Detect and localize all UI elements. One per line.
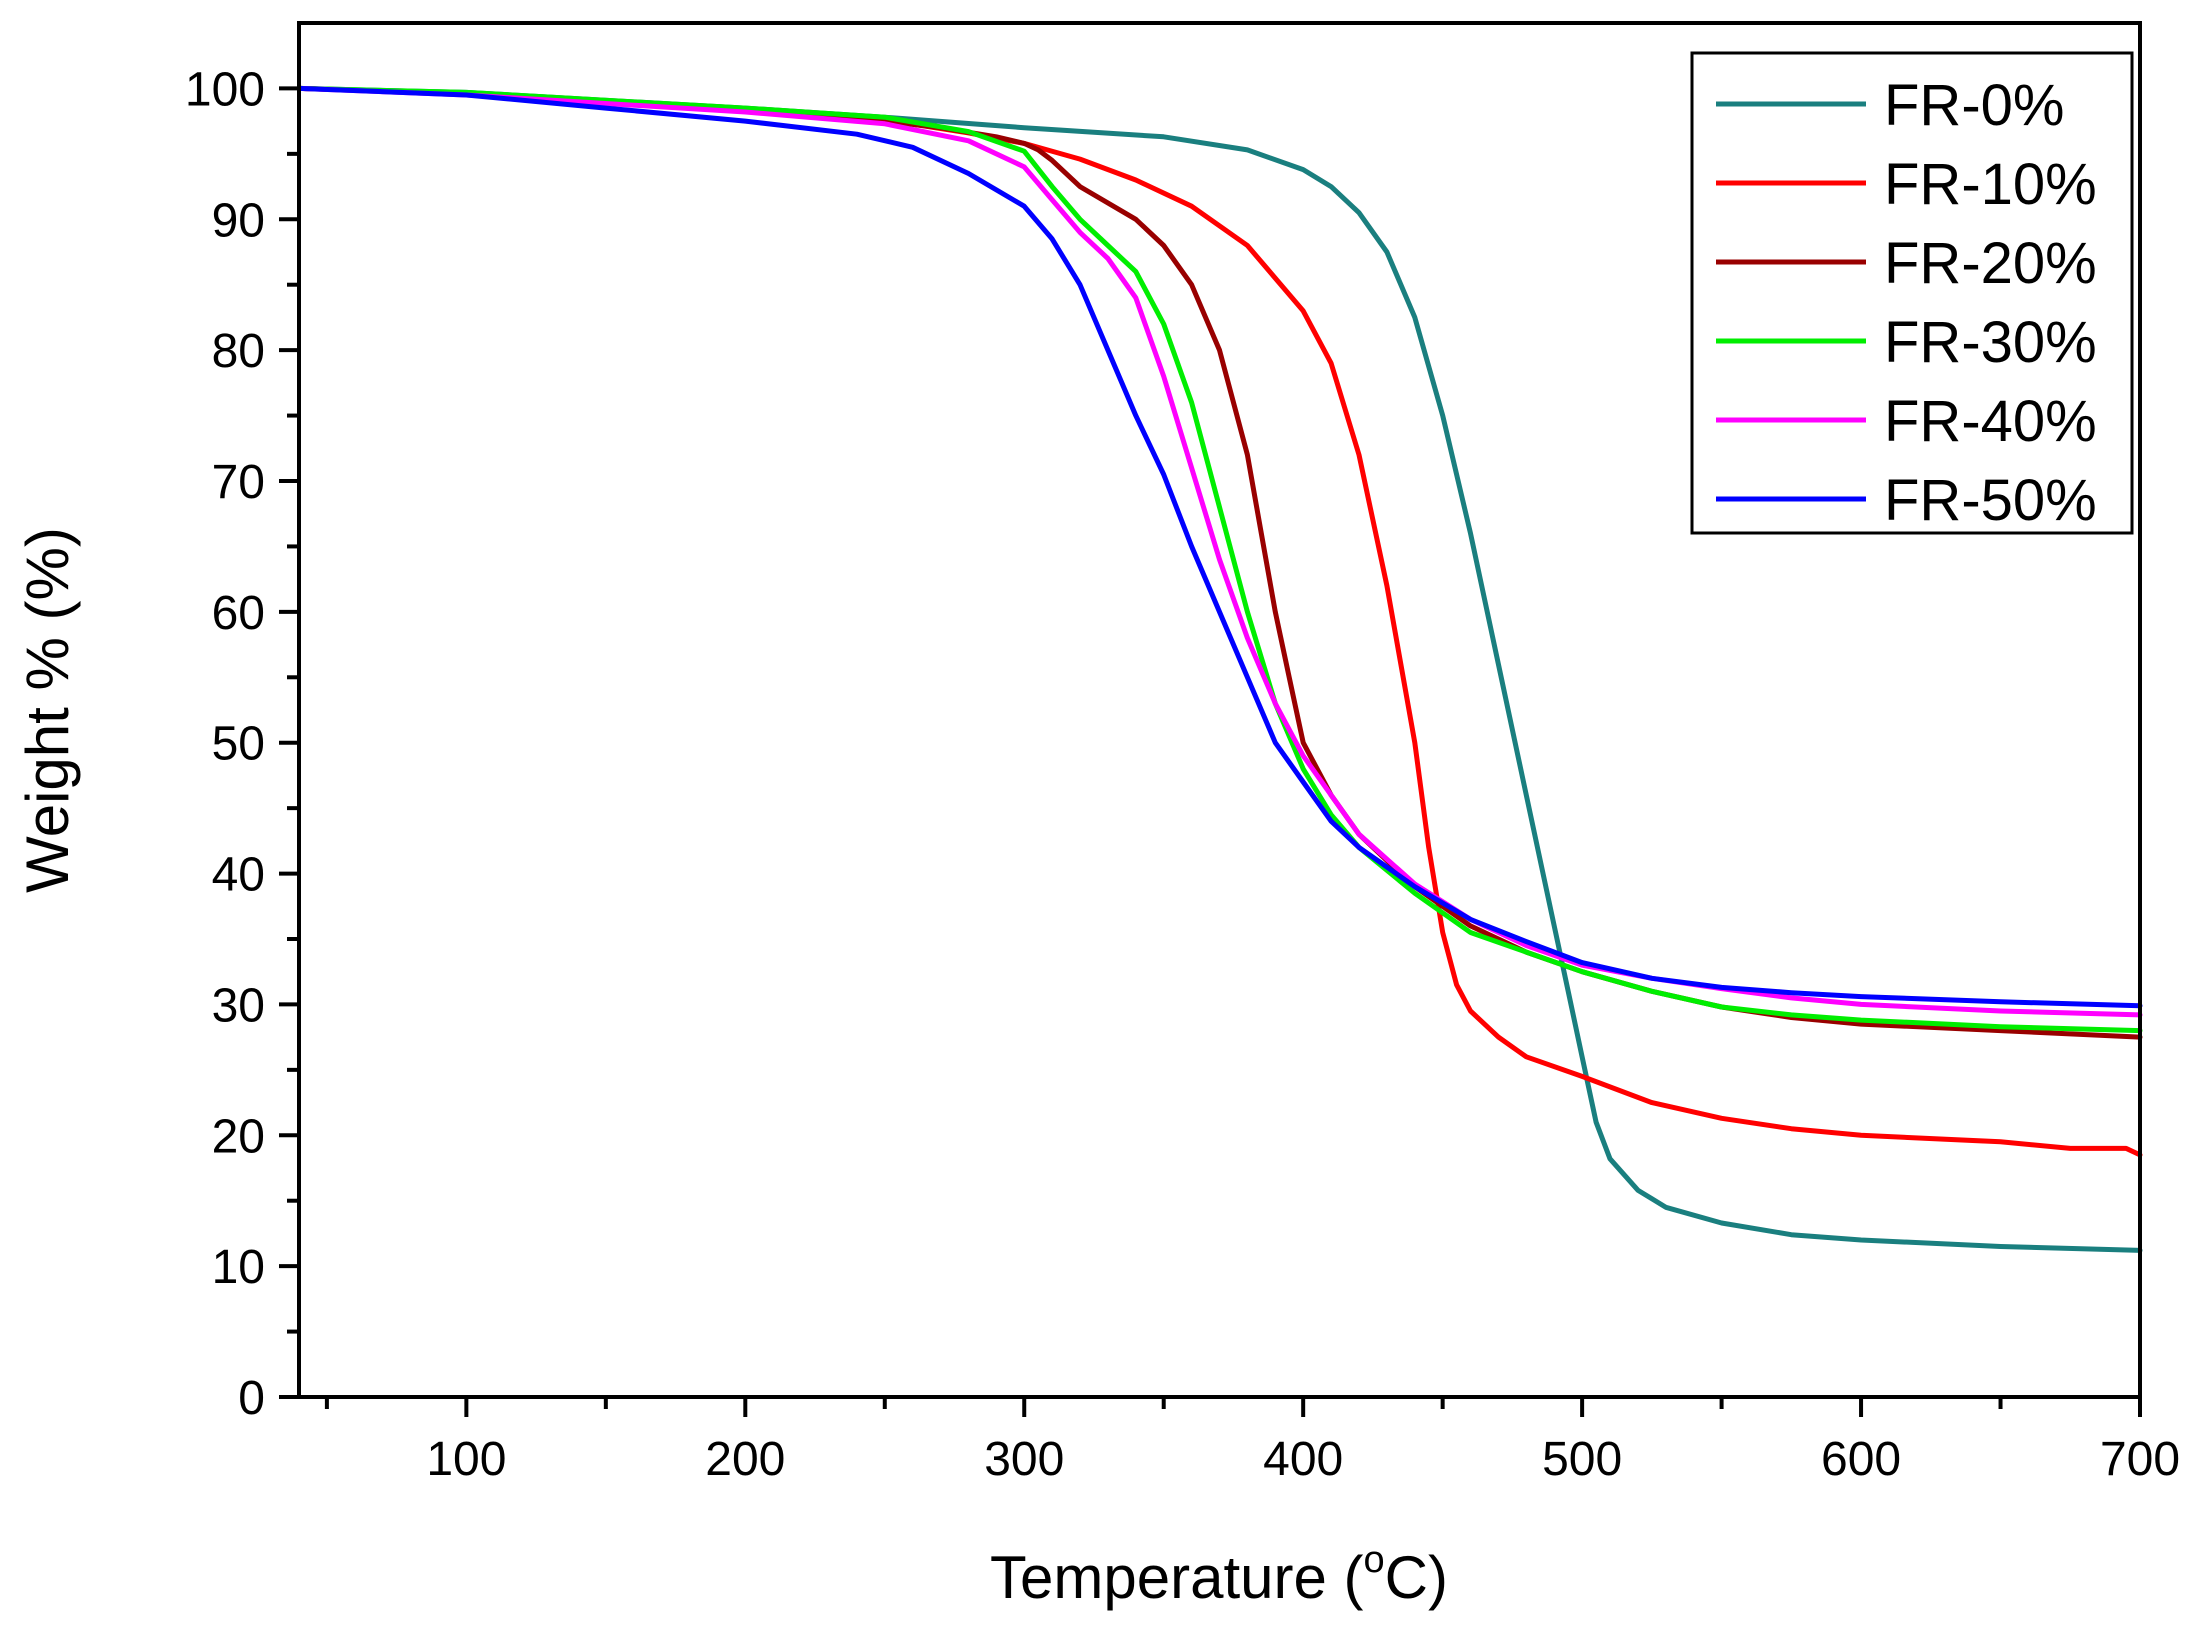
y-tick-label: 0 <box>238 1372 265 1425</box>
y-axis: 0 10 20 30 40 50 60 70 80 90 100 <box>185 63 299 1425</box>
x-axis-title-degree: o <box>1364 1539 1385 1581</box>
x-axis-title-unit: C) <box>1385 1544 1448 1611</box>
legend-label: FR-30% <box>1884 310 2097 375</box>
y-tick-label: 90 <box>212 194 265 247</box>
y-tick-label: 10 <box>212 1241 265 1294</box>
legend-box <box>1690 51 2134 535</box>
x-tick-label: 200 <box>705 1433 785 1486</box>
y-tick-label: 20 <box>212 1110 265 1163</box>
y-tick-label: 70 <box>212 456 265 509</box>
series-line-fr-50pct <box>296 85 2143 1009</box>
y-tick-label: 100 <box>185 63 265 116</box>
legend-label: FR-50% <box>1884 468 2097 533</box>
legend-label: FR-20% <box>1884 231 2097 296</box>
x-axis-title: Temperature (oC) <box>990 1539 1448 1611</box>
x-tick-label: 600 <box>1821 1433 1901 1486</box>
x-tick-label: 300 <box>984 1433 1064 1486</box>
y-tick-label: 60 <box>212 587 265 640</box>
y-tick-label: 50 <box>212 718 265 771</box>
x-axis: 100 200 300 400 500 600 700 <box>324 1397 2180 1486</box>
y-tick-label: 30 <box>212 979 265 1032</box>
y-axis-title: Weight % (%) <box>14 527 81 893</box>
x-tick-label: 700 <box>2100 1433 2180 1486</box>
legend-label: FR-0% <box>1884 73 2064 138</box>
legend-label: FR-10% <box>1884 152 2097 217</box>
series-layer <box>296 85 2143 1253</box>
x-tick-label: 500 <box>1542 1433 1622 1486</box>
x-tick-label: 400 <box>1263 1433 1343 1486</box>
x-tick-label: 100 <box>426 1433 506 1486</box>
series-line-fr-0pct <box>296 85 2143 1253</box>
plot-frame <box>297 21 2142 1399</box>
x-axis-title-main: Temperature ( <box>990 1544 1363 1611</box>
series-line-fr-30pct <box>296 85 2143 1034</box>
legend: FR-0% FR-10% FR-20% FR-30% FR-40% FR-50% <box>1690 51 2134 535</box>
y-tick-label: 80 <box>212 325 265 378</box>
legend-label: FR-40% <box>1884 389 2097 454</box>
y-tick-label: 40 <box>212 849 265 902</box>
